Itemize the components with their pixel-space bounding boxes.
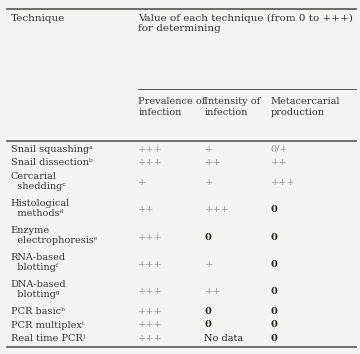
- Text: +: +: [204, 178, 213, 187]
- Text: Histological
  methodsᵈ: Histological methodsᵈ: [11, 199, 70, 218]
- Text: 0: 0: [271, 233, 278, 241]
- Text: +++: +++: [138, 144, 163, 154]
- Text: Prevalence of
infection: Prevalence of infection: [138, 97, 206, 116]
- Text: Technique: Technique: [11, 14, 65, 23]
- Text: 0: 0: [204, 320, 211, 330]
- Text: +++: +++: [138, 259, 163, 269]
- Text: PCR multiplexⁱ: PCR multiplexⁱ: [11, 321, 84, 330]
- Text: ++: ++: [204, 287, 221, 296]
- Text: 0: 0: [271, 334, 278, 343]
- Text: +++: +++: [138, 287, 163, 296]
- Text: Snail squashingᵃ: Snail squashingᵃ: [11, 145, 93, 154]
- Text: Metacercarial
production: Metacercarial production: [271, 97, 340, 116]
- Text: 0: 0: [271, 320, 278, 330]
- Text: 0/+: 0/+: [271, 144, 288, 154]
- Text: Cercarial
  sheddingᶜ: Cercarial sheddingᶜ: [11, 172, 66, 191]
- Text: Snail dissectionᵇ: Snail dissectionᵇ: [11, 158, 93, 167]
- Text: PCR basicʰ: PCR basicʰ: [11, 307, 65, 316]
- Text: 0: 0: [204, 233, 211, 241]
- Text: 0: 0: [271, 205, 278, 215]
- Text: +++: +++: [138, 334, 163, 343]
- Text: Real time PCRʲ: Real time PCRʲ: [11, 334, 85, 343]
- Text: 0: 0: [271, 287, 278, 296]
- Text: Value of each technique (from 0 to +++)
for determining: Value of each technique (from 0 to +++) …: [138, 14, 353, 34]
- Text: +++: +++: [204, 205, 229, 215]
- Text: +: +: [204, 144, 213, 154]
- Text: No data: No data: [204, 334, 244, 343]
- Text: Intensity of
infection: Intensity of infection: [204, 97, 261, 116]
- Text: ++: ++: [271, 158, 287, 167]
- Text: +: +: [138, 178, 147, 187]
- Text: ++: ++: [204, 158, 221, 167]
- Text: +: +: [204, 259, 213, 269]
- Text: 0: 0: [271, 259, 278, 269]
- Text: 0: 0: [204, 307, 211, 316]
- Text: +++: +++: [271, 178, 296, 187]
- Text: +++: +++: [138, 307, 163, 316]
- Text: ++: ++: [138, 205, 155, 215]
- Text: +++: +++: [138, 233, 163, 241]
- Text: Enzyme
  electrophoresisᵉ: Enzyme electrophoresisᵉ: [11, 226, 97, 245]
- Text: +++: +++: [138, 320, 163, 330]
- Text: DNA-based
  blottingᵍ: DNA-based blottingᵍ: [11, 280, 66, 299]
- Text: +++: +++: [138, 158, 163, 167]
- Text: 0: 0: [271, 307, 278, 316]
- Text: RNA-based
  blottingᶠ: RNA-based blottingᶠ: [11, 253, 66, 272]
